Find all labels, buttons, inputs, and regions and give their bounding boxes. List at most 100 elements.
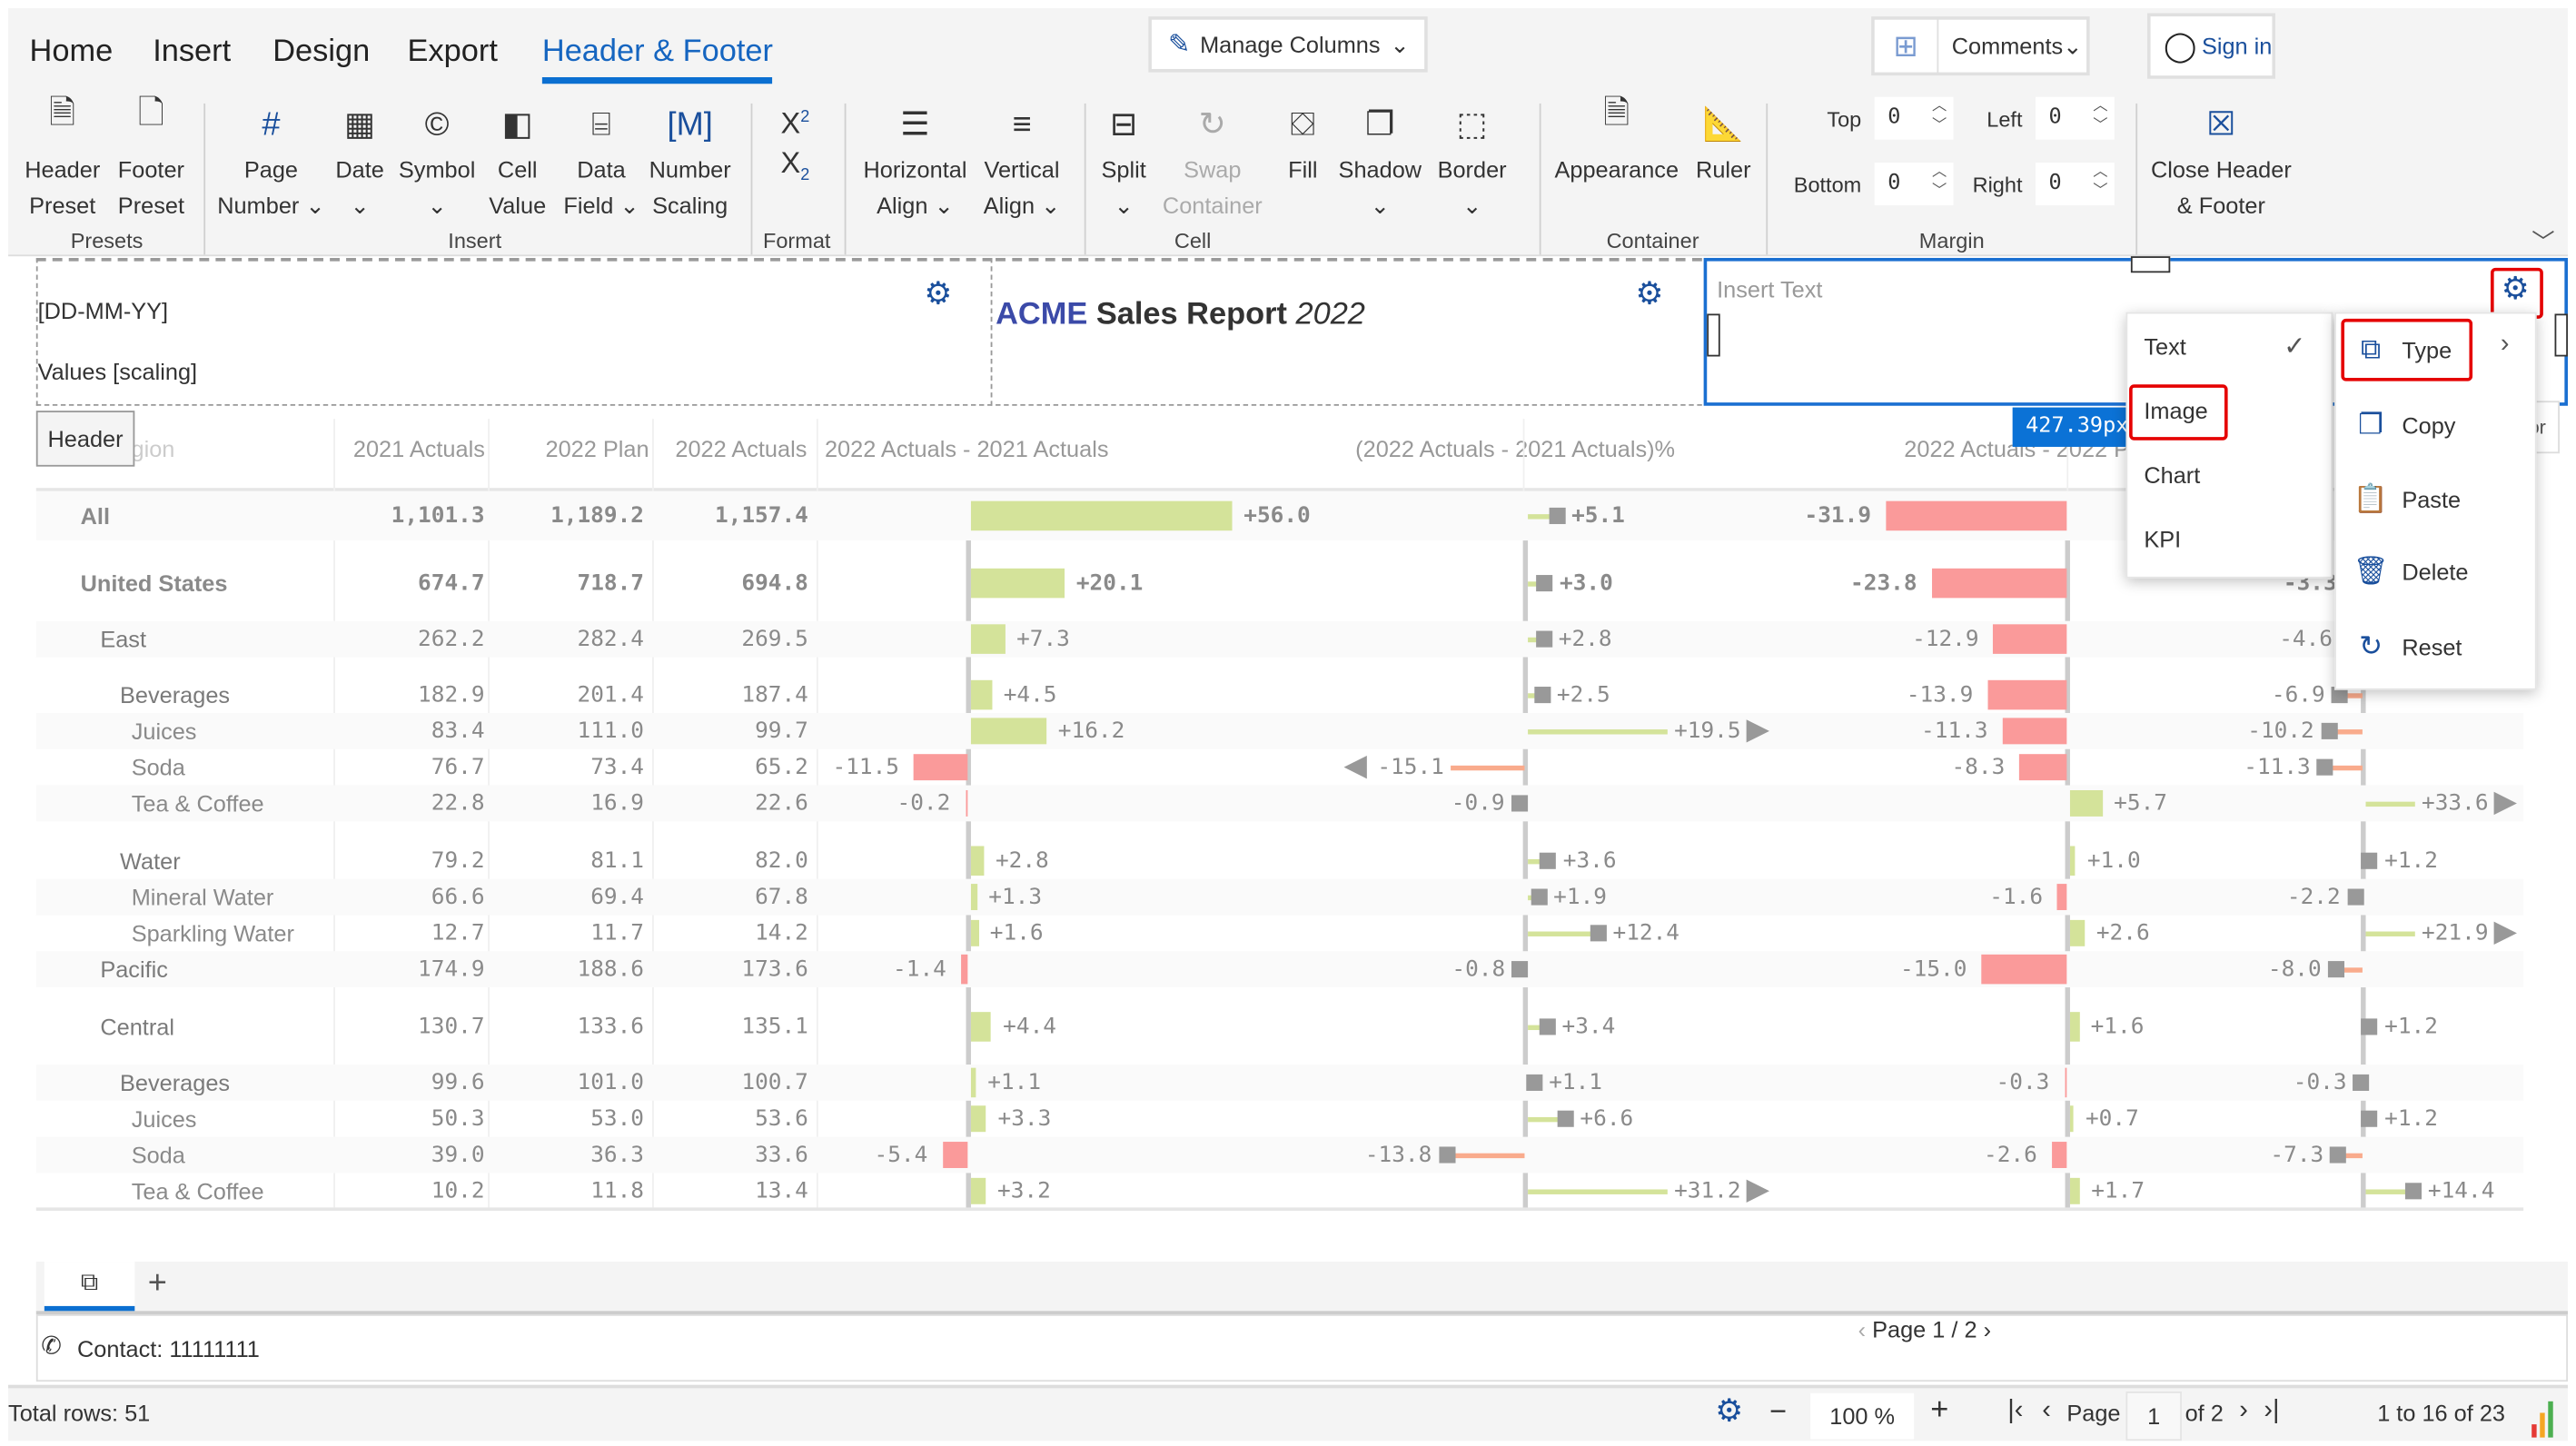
- margin-top-input[interactable]: 0 ︿ ﹀: [1874, 96, 1954, 140]
- table-row[interactable]: Tea & Coffee 22.8 16.9 22.6 -0.2 +5.7 -0.9 +33.…: [35, 785, 2524, 822]
- variance-bar-d1: [914, 754, 968, 781]
- border-button[interactable]: ⬚ Border ⌄: [1438, 99, 1507, 223]
- tab-home[interactable]: Home: [29, 34, 114, 69]
- pin-label-p2: -7.3: [2270, 1142, 2324, 1168]
- zoom-out-button[interactable]: −: [1769, 1394, 1787, 1428]
- cell-a22: 173.6: [741, 956, 808, 983]
- type-option-chart[interactable]: Chart: [2144, 461, 2201, 489]
- gear-icon[interactable]: ⚙: [924, 276, 953, 312]
- resize-handle-left[interactable]: [1707, 313, 1720, 357]
- last-page-icon[interactable]: ›|: [2264, 1396, 2280, 1425]
- sheet-tab-page-icon[interactable]: ⧉: [44, 1262, 135, 1312]
- cell-value-button[interactable]: ◧ Cell Value: [489, 99, 546, 223]
- add-comment-icon[interactable]: ⊞: [1875, 17, 1939, 74]
- subscript-icon[interactable]: X2: [780, 145, 810, 185]
- page-input[interactable]: 1: [2125, 1391, 2182, 1441]
- manage-columns-button[interactable]: ✎ Manage Columns ⌄: [1148, 16, 1428, 73]
- next-page-icon[interactable]: ›: [2239, 1396, 2248, 1425]
- margin-left-input[interactable]: 0 ︿ ﹀: [2035, 96, 2115, 140]
- table-row[interactable]: Juices 50.3 53.0 53.6 +3.3 +0.7 +6.6 +1.2: [36, 1101, 2523, 1137]
- split-button[interactable]: ⊟ Split ⌄: [1102, 99, 1146, 223]
- table-row[interactable]: All 1,101.3 1,189.2 1,157.4 +56.0 -31.9 +5.1: [35, 490, 2524, 541]
- settings-gear-icon[interactable]: ⚙: [1715, 1394, 1744, 1430]
- menu-item-reset[interactable]: ↻ Reset: [2353, 631, 2462, 664]
- resize-handle-top[interactable]: [2130, 256, 2171, 273]
- column-header[interactable]: (2022 Actuals - 2021 Actuals)%: [1355, 435, 1676, 462]
- zoom-input[interactable]: 100 %: [1810, 1392, 1915, 1440]
- table-row[interactable]: Beverages 182.9 201.4 187.4 +4.5 -13.9 +2.5 -6.…: [36, 677, 2523, 713]
- spinner-icon[interactable]: ︿ ﹀: [2093, 98, 2108, 135]
- column-header[interactable]: 2022 Actuals: [675, 435, 807, 462]
- collapse-ribbon-icon[interactable]: ﹀: [2531, 228, 2555, 255]
- table-row[interactable]: Central 130.7 133.6 135.1 +4.4 +1.6 +3.4 +1.2: [36, 1009, 2523, 1045]
- zoom-in-button[interactable]: +: [1930, 1392, 1949, 1428]
- comments-dropdown[interactable]: Comments⌄: [1951, 32, 2083, 59]
- row-range: 1 to 16 of 23: [2377, 1400, 2505, 1426]
- manage-columns-icon: ✎: [1167, 31, 1191, 60]
- column-header[interactable]: 2022 Actuals - 2021 Actuals: [824, 435, 1109, 462]
- sign-in-button[interactable]: ◯ Sign in: [2146, 13, 2276, 79]
- spinner-icon[interactable]: ︿ ﹀: [1932, 98, 1947, 135]
- column-header[interactable]: 2022 Plan: [545, 435, 649, 462]
- resize-handle-right[interactable]: [2554, 313, 2568, 357]
- total-rows: Total rows: 51: [8, 1400, 151, 1426]
- column-header[interactable]: 2021 Actuals: [352, 435, 485, 462]
- menu-item-type[interactable]: ⧉ Type: [2353, 333, 2452, 366]
- prev-page-icon[interactable]: ‹: [2042, 1396, 2051, 1425]
- date-button[interactable]: ▦ Date ⌄: [335, 99, 383, 223]
- fill-button[interactable]: ⛋ Fill: [1288, 99, 1317, 223]
- header-left-container[interactable]: [DD-MM-YY] Values [scaling] ⚙: [35, 257, 993, 406]
- horizontal-align-button[interactable]: ☰ Horizontal Align ⌄: [863, 99, 966, 223]
- type-option-image[interactable]: Image: [2144, 397, 2208, 424]
- type-option-kpi[interactable]: KPI: [2144, 525, 2182, 552]
- superscript-icon[interactable]: X2: [780, 106, 810, 140]
- tab-design[interactable]: Design: [272, 34, 371, 69]
- footer-region[interactable]: ✆ Contact: 11111111 ‹ Page 1 / 2 ›: [35, 1313, 2568, 1382]
- data-field-button[interactable]: ⌸ Data Field ⌄: [563, 99, 639, 223]
- menu-item-copy[interactable]: ❐ Copy: [2353, 409, 2455, 441]
- margin-bottom-input[interactable]: 0 ︿ ﹀: [1874, 163, 1954, 206]
- spinner-icon[interactable]: ︿ ﹀: [2093, 163, 2108, 201]
- close-header-footer-button[interactable]: ☒ Close Header & Footer: [2151, 99, 2292, 223]
- page-number-button[interactable]: # Page Number ⌄: [217, 99, 324, 223]
- tab-export[interactable]: Export: [407, 34, 498, 69]
- add-sheet-button[interactable]: +: [147, 1264, 167, 1302]
- header-preset-button[interactable]: 🗎 Header Preset: [25, 95, 100, 223]
- table-row[interactable]: Tea & Coffee 10.2 11.8 13.4 +3.2 +1.7 +31.2 +14…: [36, 1173, 2523, 1209]
- table-row[interactable]: Water 79.2 81.1 82.0 +2.8 +1.0 +3.6 +1.2: [36, 843, 2523, 879]
- pin-marker-p1: [1548, 507, 1565, 524]
- table-row[interactable]: Soda 39.0 36.3 33.6 -5.4 -2.6 -13.8 -7.3: [35, 1136, 2524, 1174]
- first-page-icon[interactable]: |‹: [2007, 1396, 2024, 1425]
- menu-item-paste[interactable]: 📋 Paste: [2353, 483, 2461, 516]
- superscript-button[interactable]: X2 X2: [781, 99, 810, 197]
- gear-icon[interactable]: ⚙: [1635, 276, 1664, 312]
- tab-header-footer[interactable]: Header & Footer: [541, 34, 774, 84]
- margin-right-input[interactable]: 0 ︿ ﹀: [2035, 163, 2115, 206]
- header-center-container[interactable]: ACME Sales Report 2022 ⚙: [996, 257, 1702, 406]
- trash-icon: 🗑: [2353, 555, 2389, 587]
- variance-label-d2: +2.6: [2095, 919, 2150, 946]
- appearance-button[interactable]: 🗎 Appearance: [1554, 95, 1679, 223]
- table-row[interactable]: Juices 83.4 111.0 99.7 +16.2 -11.3 +19.5 -10.2: [35, 712, 2524, 749]
- spinner-icon[interactable]: ︿ ﹀: [1932, 163, 1947, 201]
- footer-preset-button[interactable]: 🗋 Footer Preset: [118, 95, 184, 223]
- table-row[interactable]: Mineral Water 66.6 69.4 67.8 +1.3 -1.6 +1.9 -2.…: [35, 878, 2524, 916]
- table-row[interactable]: Beverages 99.6 101.0 100.7 +1.1 -0.3 +1.1 -0.3: [35, 1065, 2524, 1101]
- symbol-button[interactable]: © Symbol ⌄: [399, 99, 475, 223]
- ruler-button[interactable]: 📐 Ruler: [1696, 99, 1751, 223]
- tab-insert[interactable]: Insert: [153, 34, 232, 69]
- insert-text-placeholder[interactable]: Insert Text: [1717, 275, 1823, 302]
- menu-item-delete[interactable]: 🗑 Delete: [2353, 555, 2468, 588]
- table-row[interactable]: Soda 76.7 73.4 65.2 -11.5 -8.3 -15.1 -11.3: [36, 749, 2523, 786]
- type-option-text[interactable]: Text: [2144, 333, 2186, 361]
- table-row[interactable]: East 262.2 282.4 269.5 +7.3 -12.9 +2.8 -4.6: [35, 620, 2524, 658]
- vertical-align-button[interactable]: ≡ Vertical Align ⌄: [984, 99, 1061, 223]
- shadow-button[interactable]: ❐ Shadow ⌄: [1339, 99, 1422, 223]
- table-row[interactable]: Sparkling Water 12.7 11.7 14.2 +1.6 +2.6 +12.4…: [36, 915, 2523, 951]
- row-label: Juices: [131, 718, 197, 745]
- number-scaling-button[interactable]: [M] Number Scaling: [649, 99, 731, 223]
- variance-label-d1: +20.1: [1075, 569, 1144, 597]
- gear-icon[interactable]: ⚙: [2501, 272, 2530, 307]
- table-row[interactable]: Pacific 174.9 188.6 173.6 -1.4 -15.0 -0.8 -8.0: [35, 951, 2524, 988]
- pin-label-p2: -2.2: [2286, 884, 2341, 911]
